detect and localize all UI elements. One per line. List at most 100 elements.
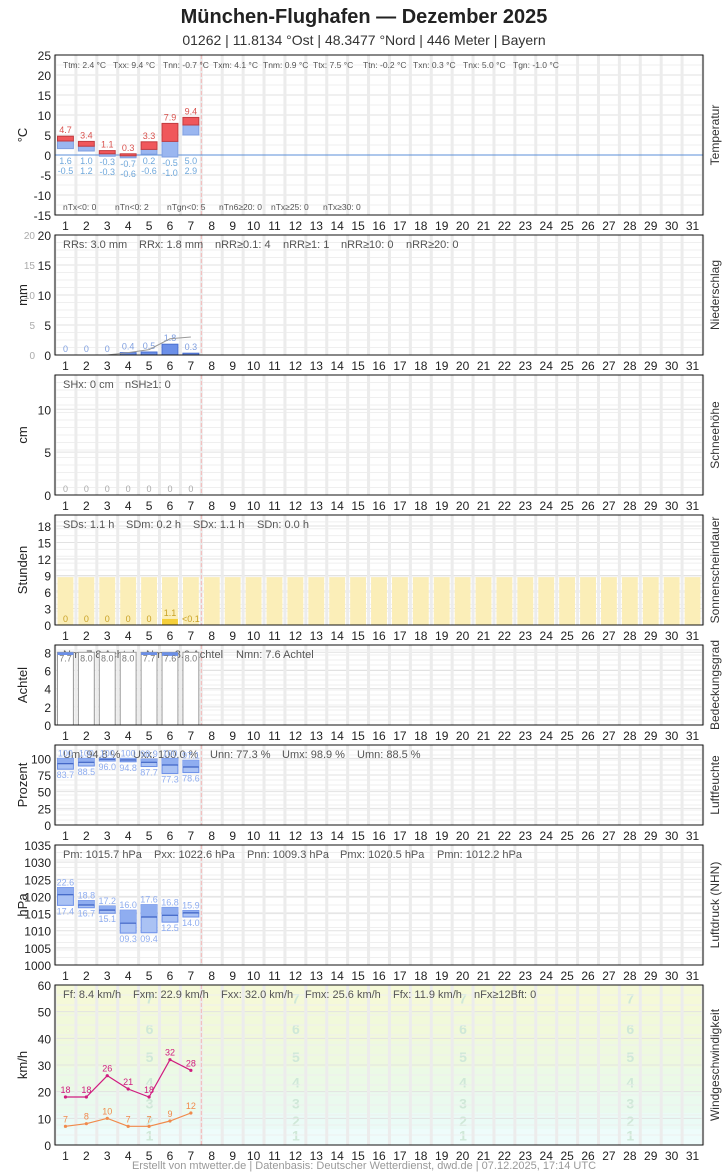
- x-tick-label: 18: [414, 359, 428, 373]
- x-tick-label: 17: [393, 629, 407, 643]
- x-tick-label: 16: [372, 359, 386, 373]
- x-tick-label: 31: [686, 729, 700, 743]
- value-label: -0.5: [162, 158, 178, 168]
- x-tick-label: 11: [268, 219, 281, 233]
- possible-sun-bar: [391, 577, 408, 625]
- y-tick-label: 12: [38, 553, 52, 567]
- value-label: 17.4: [57, 906, 75, 916]
- beaufort-label: 6: [146, 1021, 154, 1037]
- value-label: 7.9: [164, 112, 177, 122]
- value-label: 0.3: [185, 342, 198, 352]
- x-tick-label: 17: [393, 499, 407, 513]
- x-tick-label: 2: [83, 829, 90, 843]
- value-label: 21: [123, 1077, 133, 1087]
- x-tick-label: 31: [686, 829, 700, 843]
- x-tick-label: 24: [540, 499, 554, 513]
- x-tick-label: 19: [435, 729, 449, 743]
- possible-sun-bar: [203, 577, 220, 625]
- x-tick-label: 29: [644, 1149, 658, 1160]
- value-label: 17.6: [140, 895, 158, 905]
- x-tick-label: 11: [268, 729, 281, 743]
- plot-frame: [54, 644, 704, 726]
- panel-title: Niederschlag: [708, 260, 722, 330]
- beaufort-label: 4: [146, 1074, 154, 1090]
- x-tick-label: 11: [268, 499, 281, 513]
- x-tick-label: 12: [289, 829, 303, 843]
- x-tick-label: 30: [665, 969, 679, 983]
- value-label: 18: [60, 1085, 70, 1095]
- temp-bar-low: [161, 140, 179, 158]
- x-tick-label: 29: [644, 219, 658, 233]
- y-axis-label: km/h: [15, 1051, 30, 1079]
- x-tick-label: 14: [331, 359, 345, 373]
- value-label: 96.0: [98, 762, 116, 772]
- stat-text: RRs: 3.0 mm: [63, 239, 127, 251]
- stat-text: Umx: 98.9 %: [282, 749, 345, 761]
- x-tick-label: 13: [310, 969, 324, 983]
- x-tick-label: 21: [477, 629, 491, 643]
- x-tick-label: 8: [208, 729, 215, 743]
- y-tick-label: 15: [38, 259, 52, 273]
- x-tick-label: 20: [456, 629, 470, 643]
- x-tick-label: 22: [498, 969, 512, 983]
- x-tick-label: 25: [560, 1149, 574, 1160]
- y-tick-label: 9: [44, 570, 51, 584]
- possible-sun-bar: [642, 577, 659, 625]
- x-tick-label: 19: [435, 969, 449, 983]
- luftfeuchte-bar-upper: [78, 758, 95, 763]
- x-tick-label: 1: [62, 219, 69, 233]
- value-label: 78.6: [182, 774, 200, 784]
- x-tick-label: 19: [435, 219, 449, 233]
- x-tick-label: 7: [188, 219, 195, 233]
- possible-sun-bar: [371, 577, 387, 625]
- x-tick-label: 20: [456, 1149, 470, 1160]
- x-tick-label: 18: [414, 969, 428, 983]
- y-tick-label: 100: [31, 752, 51, 766]
- x-tick-label: 10: [247, 219, 261, 233]
- x-tick-label: 25: [560, 499, 574, 513]
- x-tick-label: 28: [623, 1149, 637, 1160]
- stat-text: Ffx: 11.9 km/h: [393, 989, 462, 1001]
- x-tick-label: 25: [560, 219, 574, 233]
- x-tick-label: 11: [268, 1149, 281, 1160]
- value-label: 0: [126, 484, 131, 494]
- x-tick-label: 2: [83, 1149, 90, 1160]
- y-tick-label: 20: [38, 69, 52, 83]
- stat-text: Uxx: 100.0 %: [133, 749, 199, 761]
- value-label: 0.4: [122, 342, 135, 352]
- possible-sun-bar: [57, 577, 74, 625]
- x-tick-label: 27: [602, 359, 616, 373]
- x-tick-label: 13: [310, 729, 324, 743]
- temp-bar-high: [119, 153, 137, 157]
- x-tick-label: 30: [665, 629, 679, 643]
- x-tick-label: 6: [167, 1149, 174, 1160]
- x-tick-label: 9: [229, 629, 236, 643]
- x-tick-label: 22: [498, 629, 512, 643]
- x-tick-label: 8: [208, 219, 215, 233]
- value-label: 8: [84, 1112, 89, 1122]
- value-label: 97.1: [182, 750, 200, 760]
- stat-text: Tnm: 0.9 °C: [263, 60, 308, 70]
- possible-sun-bar: [162, 577, 178, 625]
- possible-sun-bar: [224, 577, 241, 625]
- value-label: 98.9: [140, 749, 158, 759]
- x-tick-label: 3: [104, 359, 111, 373]
- possible-sun-bar: [538, 577, 555, 625]
- x-tick-label: 14: [331, 219, 345, 233]
- stat-text: Fmx: 25.6 km/h: [305, 989, 381, 1001]
- value-label: 18: [144, 1085, 154, 1095]
- x-tick-label: 30: [665, 499, 679, 513]
- y-tick-label: -5: [40, 169, 51, 183]
- x-tick-label: 26: [581, 359, 595, 373]
- possible-sun-bar: [663, 577, 680, 625]
- svg-text:0: 0: [29, 351, 35, 362]
- stat-text: nTn6≥20: 0: [219, 202, 262, 212]
- value-label: 2.9: [185, 166, 198, 176]
- y-tick-label: 0: [44, 719, 51, 733]
- possible-sun-bar: [559, 577, 576, 625]
- footer-credit: Erstellt von mtwetter.de | Datenbasis: D…: [131, 1160, 597, 1172]
- luftdruck-bar-upper: [141, 904, 158, 917]
- value-label: 7: [126, 1114, 131, 1124]
